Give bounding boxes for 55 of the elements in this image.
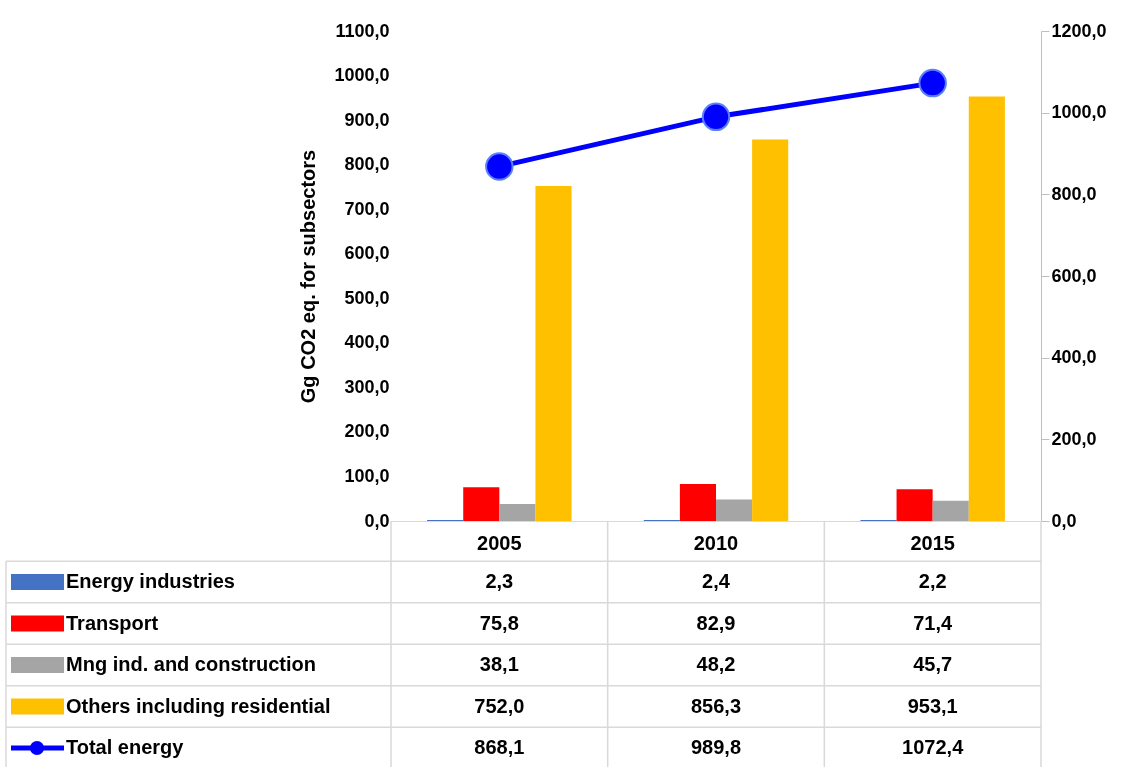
bar [896, 489, 933, 521]
y-tick-label: 800,0 [344, 154, 390, 175]
y-tick-label: 500,0 [344, 287, 390, 308]
data-label: 75,8 [479, 611, 519, 634]
data-label: 989,8 [690, 736, 742, 758]
point [485, 152, 514, 181]
data-label: 752,0 [474, 694, 525, 717]
data-label: 2,3 [485, 570, 514, 592]
x-tick-label: 2015 [910, 531, 955, 554]
y2-tick-label: 0,0 [1051, 510, 1077, 531]
bar [752, 139, 789, 521]
y-tick-label: 1100,0 [335, 20, 390, 41]
point [701, 102, 731, 132]
point [918, 68, 947, 98]
y2-tick-label: 200,0 [1051, 428, 1097, 449]
data-label: 2,2 [918, 570, 947, 592]
data-label: 953,1 [907, 694, 958, 717]
data-label: 2,4 [702, 570, 731, 592]
y-tick-label: 200,0 [344, 421, 390, 442]
y2-tick-label: 600,0 [1051, 265, 1097, 286]
y-tick-label: 600,0 [344, 243, 390, 264]
x-tick-label: 2010 [693, 531, 739, 554]
data-label: 45,7 [913, 653, 953, 675]
x-tick-label: 2005 [477, 531, 522, 554]
bar [535, 186, 572, 521]
bar [463, 487, 500, 521]
legend-label: Others including residential [66, 694, 331, 717]
data-label: 38,1 [479, 653, 519, 675]
y2-tick-label: 400,0 [1051, 347, 1097, 368]
bar [716, 499, 753, 521]
y2-tick-label: 800,0 [1051, 183, 1097, 204]
legend-label: Mng ind. and construction [66, 653, 316, 675]
legend-label: Total energy [66, 736, 185, 758]
legend-label: Transport [66, 611, 159, 634]
legend-label: Energy industries [66, 570, 235, 592]
data-label: 82,9 [696, 611, 736, 634]
bar [932, 500, 969, 521]
y2-tick-label: 1200,0 [1051, 20, 1107, 41]
y-tick-label: 1000,0 [334, 65, 390, 86]
y-tick-label: 900,0 [344, 109, 390, 130]
y-tick-label: 0,0 [364, 510, 390, 531]
y-tick-label: 300,0 [344, 376, 390, 397]
data-label: 856,3 [690, 694, 742, 717]
data-label: 868,1 [474, 736, 525, 758]
y-axis-title: Gg CO2 eq. for subsectors [297, 149, 320, 404]
bar [968, 96, 1005, 521]
bar [499, 504, 536, 521]
bar [679, 484, 716, 521]
y-tick-label: 700,0 [344, 198, 390, 219]
y-tick-label: 400,0 [344, 332, 390, 353]
y2-tick-label: 1000,0 [1051, 102, 1107, 123]
y-tick-label: 100,0 [344, 465, 390, 486]
data-label: 48,2 [696, 653, 736, 675]
data-label: 71,4 [913, 611, 953, 634]
data-label: 1072,4 [902, 736, 965, 758]
